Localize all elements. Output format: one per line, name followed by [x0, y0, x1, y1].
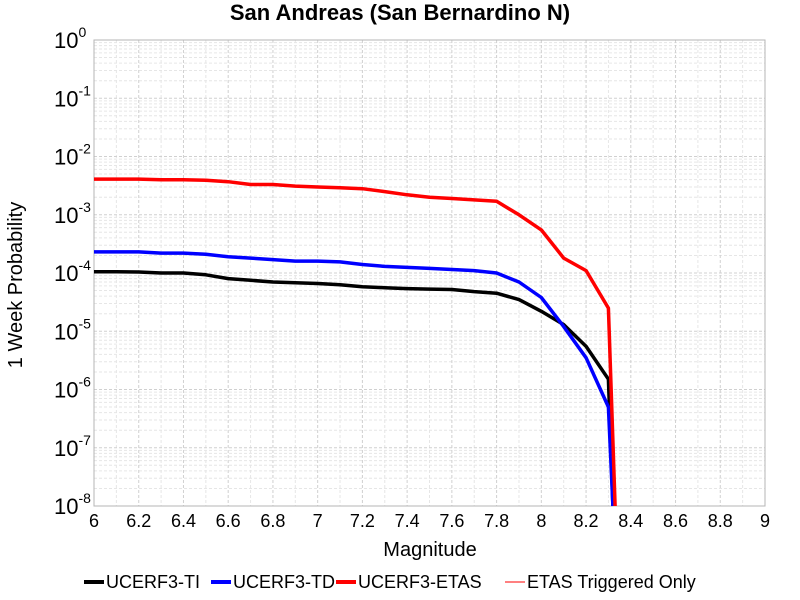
x-tick-label: 8.6	[663, 511, 688, 531]
x-tick-label: 6.4	[171, 511, 196, 531]
series-line-ucerf3-ti	[94, 270, 615, 507]
y-tick-label: 10-1	[54, 82, 91, 111]
x-tick-label: 6	[89, 511, 99, 531]
y-tick-labels: 100 10-1 10-2 10-3 10-4 10-5 10-6 10-7 10-8	[54, 24, 91, 519]
y-tick-label: 10-2	[54, 141, 91, 170]
x-tick-label: 7.8	[484, 511, 509, 531]
y-tick-label: 100	[54, 24, 86, 53]
x-tick-label: 7.6	[439, 511, 464, 531]
y-axis-label: 1 Week Probability	[5, 202, 27, 368]
legend-label: UCERF3-TD	[233, 572, 335, 592]
chart-title: San Andreas (San Bernardino N)	[230, 0, 570, 25]
series-layer	[94, 177, 617, 507]
x-tick-label: 8	[536, 511, 546, 531]
y-tick-label: 10-5	[54, 315, 91, 344]
legend: UCERF3-TI UCERF3-TD UCERF3-ETAS ETAS Trigge…	[84, 572, 696, 592]
x-tick-label: 8.4	[618, 511, 643, 531]
legend-label: UCERF3-TI	[106, 572, 200, 592]
series-line-ucerf3-td	[94, 250, 615, 507]
y-tick-label: 10-3	[54, 199, 91, 228]
series-line-ucerf3-etas	[94, 177, 617, 507]
y-tick-label: 10-7	[54, 432, 91, 461]
x-tick-label: 8.2	[574, 511, 599, 531]
x-axis-label: Magnitude	[383, 539, 476, 561]
x-tick-labels: 6 6.2 6.4 6.6 6.8 7 7.2 7.4 7.6 7.8 8 8.2 8.4 8.6 8.8 9	[89, 511, 770, 531]
legend-label: ETAS Triggered Only	[527, 572, 696, 592]
x-tick-label: 8.8	[708, 511, 733, 531]
x-tick-label: 9	[760, 511, 770, 531]
x-tick-label: 6.2	[126, 511, 151, 531]
x-tick-label: 7.4	[395, 511, 420, 531]
x-tick-label: 7.2	[350, 511, 375, 531]
x-tick-label: 6.8	[260, 511, 285, 531]
y-tick-label: 10-8	[54, 490, 91, 519]
x-tick-label: 7	[313, 511, 323, 531]
legend-label: UCERF3-ETAS	[358, 572, 482, 592]
y-tick-label: 10-6	[54, 374, 91, 403]
y-tick-label: 10-4	[54, 257, 91, 286]
x-tick-label: 6.6	[216, 511, 241, 531]
